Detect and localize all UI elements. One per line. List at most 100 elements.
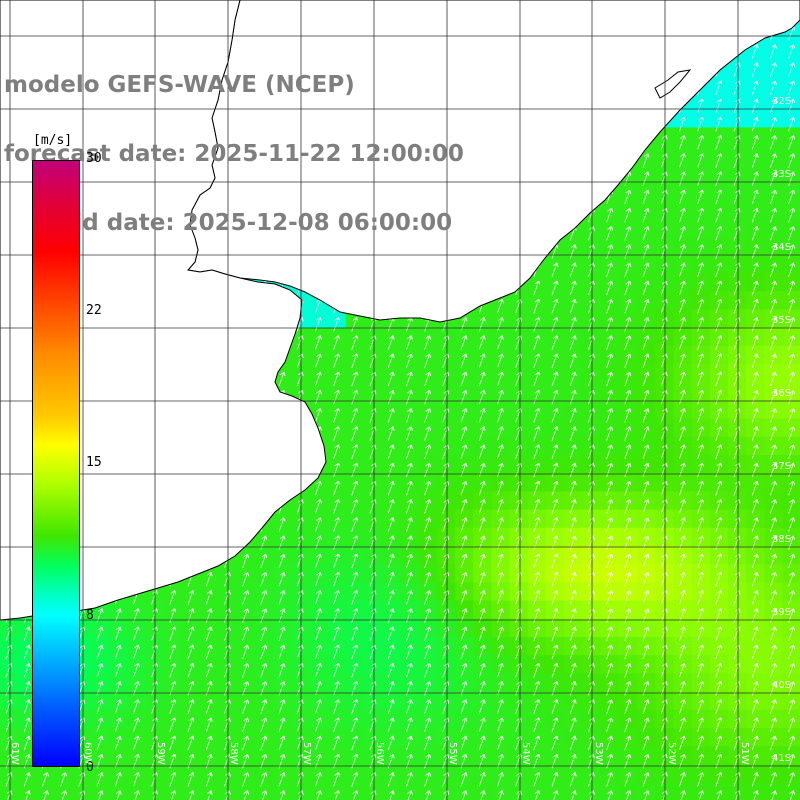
title-model: modelo GEFS-WAVE (NCEP) — [4, 72, 355, 98]
wind-arrow — [715, 244, 723, 259]
longitude-label: 58W — [228, 742, 239, 765]
wind-arrow — [679, 171, 686, 186]
wind-arrow — [333, 317, 340, 332]
wind-arrow — [315, 371, 322, 387]
wind-arrow — [606, 371, 613, 387]
wind-arrow — [642, 280, 650, 296]
wind-arrow — [697, 226, 704, 241]
wind-arrow — [715, 262, 723, 277]
wind-speed-cell — [709, 782, 729, 800]
wind-arrow — [497, 317, 504, 332]
wind-arrow — [387, 389, 395, 405]
latitude-label: 39S — [772, 607, 792, 618]
wind-arrow — [624, 280, 632, 296]
wind-arrow — [387, 371, 395, 387]
wind-arrow — [642, 353, 650, 368]
wind-arrow — [533, 353, 541, 368]
wind-arrow — [642, 262, 650, 277]
wind-arrow — [788, 298, 795, 314]
wind-arrow — [788, 262, 795, 277]
wind-arrow — [715, 389, 723, 405]
wind-arrow — [406, 371, 413, 387]
wind-arrow — [697, 98, 704, 114]
wind-arrow — [679, 262, 686, 277]
wind-arrow — [788, 280, 795, 296]
wind-arrow — [770, 116, 777, 132]
wind-arrow — [679, 280, 686, 296]
wind-arrow — [624, 317, 632, 332]
wind-arrow — [679, 371, 686, 387]
wind-arrow — [478, 317, 486, 332]
wind-arrow — [533, 317, 541, 332]
wind-arrow — [715, 98, 723, 114]
wind-arrow — [606, 244, 613, 259]
wind-arrow — [770, 335, 777, 350]
wind-arrow — [679, 153, 686, 168]
wind-arrow — [679, 298, 686, 314]
wind-arrow — [697, 280, 704, 296]
wind-arrow — [751, 171, 759, 186]
wind-arrow — [642, 389, 650, 405]
wind-arrow — [497, 353, 504, 368]
wind-arrow — [770, 44, 777, 59]
wind-arrow — [751, 153, 759, 168]
wind-speed-cell — [527, 782, 547, 800]
wind-arrow — [406, 353, 413, 368]
wind-arrow — [624, 353, 632, 368]
wind-arrow — [606, 207, 613, 223]
wind-arrow — [624, 389, 632, 405]
wind-arrow — [606, 353, 613, 368]
wind-arrow — [697, 116, 704, 132]
wind-arrow — [751, 207, 759, 223]
wind-arrow — [497, 298, 504, 314]
wind-arrow — [588, 244, 595, 259]
wind-arrow — [588, 262, 595, 277]
wind-arrow — [351, 408, 359, 423]
wind-arrow — [351, 353, 359, 368]
wind-arrow — [478, 389, 486, 405]
wind-arrow — [387, 335, 395, 350]
wind-arrow — [569, 262, 577, 277]
wind-speed-cell — [746, 782, 765, 800]
wind-arrow — [751, 335, 759, 350]
wind-arrow — [588, 389, 595, 405]
longitude-label: 54W — [520, 742, 531, 765]
wind-arrow — [751, 353, 759, 368]
wind-arrow — [569, 371, 577, 387]
latitude-label: 40S — [772, 680, 792, 691]
wind-arrow — [333, 389, 340, 405]
wind-arrow — [569, 353, 577, 368]
wind-arrow — [788, 171, 795, 186]
wind-arrow — [770, 80, 777, 95]
wind-arrow — [424, 353, 431, 368]
wind-arrow — [751, 317, 759, 332]
wind-arrow — [460, 389, 468, 405]
wind-arrow — [351, 371, 359, 387]
colorbar-tick-30: 30 — [86, 151, 102, 166]
wind-arrow — [478, 335, 486, 350]
wind-arrow — [588, 335, 595, 350]
wind-arrow — [478, 371, 486, 387]
wind-arrow — [770, 280, 777, 296]
latitude-label: 38S — [772, 534, 792, 545]
wind-arrow — [751, 116, 759, 132]
latitude-label: 36S — [772, 388, 792, 399]
wind-arrow — [751, 135, 759, 150]
wind-arrow — [715, 171, 723, 186]
wind-arrow — [333, 371, 340, 387]
wind-arrow — [569, 298, 577, 314]
wind-arrow — [697, 262, 704, 277]
wind-arrow — [551, 408, 559, 423]
wind-arrow — [715, 80, 723, 95]
wind-arrow — [333, 408, 340, 423]
latitude-label: 41S — [772, 753, 792, 764]
wind-arrow — [751, 280, 759, 296]
wind-arrow — [642, 335, 650, 350]
wind-arrow — [697, 207, 704, 223]
wind-speed-cell — [782, 782, 800, 800]
wind-arrow — [697, 335, 704, 350]
wind-arrow — [770, 207, 777, 223]
wind-arrow — [715, 298, 723, 314]
wind-arrow — [697, 244, 704, 259]
wind-arrow — [624, 207, 632, 223]
